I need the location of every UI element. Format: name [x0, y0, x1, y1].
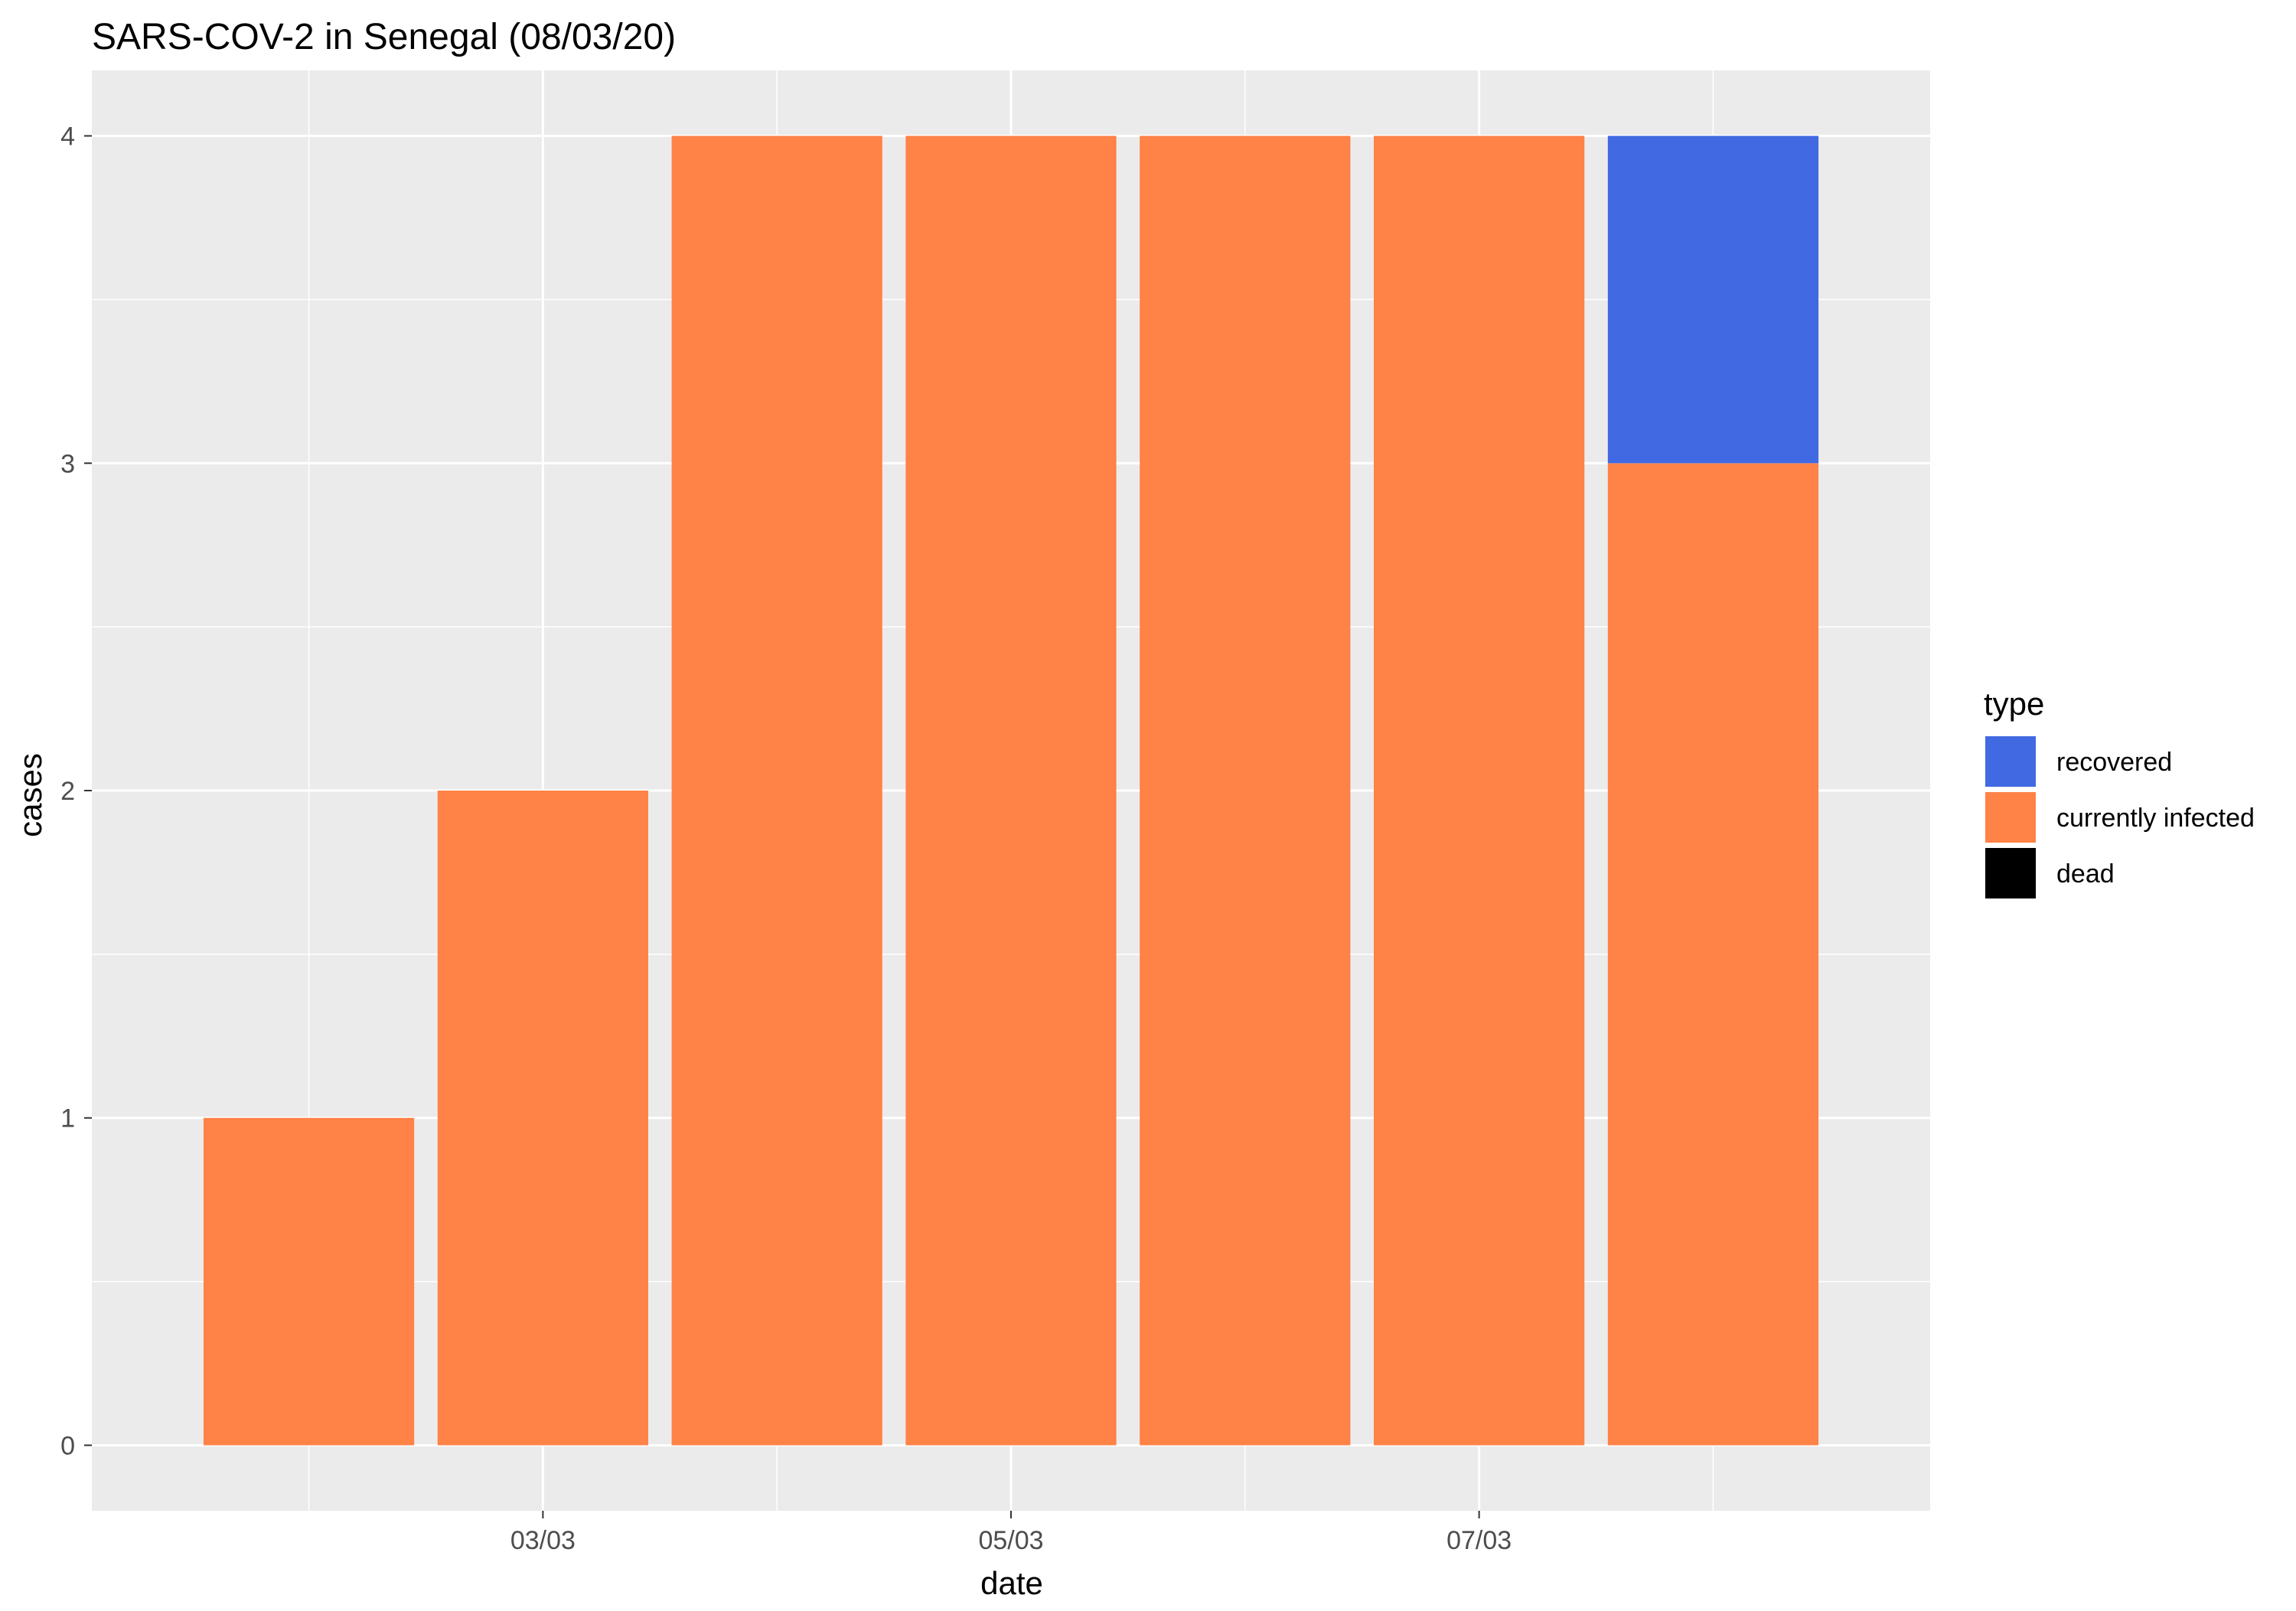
y-tick-label: 2 — [60, 777, 75, 806]
y-tick-label: 3 — [60, 449, 75, 478]
legend-label: currently infected — [2056, 804, 2255, 833]
bar-currently-infected — [1140, 135, 1351, 1446]
bar-currently-infected — [437, 791, 648, 1446]
x-axis-label: date — [980, 1565, 1043, 1601]
legend-title: type — [1984, 686, 2044, 722]
chart-title: SARS-COV-2 in Senegal (08/03/20) — [92, 17, 676, 57]
y-axis-label: cases — [12, 753, 48, 837]
legend-key-recovered — [1985, 736, 2036, 787]
x-tick-label: 05/03 — [978, 1526, 1043, 1555]
bar-currently-infected — [905, 135, 1117, 1446]
bar-currently-infected — [1374, 135, 1585, 1446]
bar-recovered — [1607, 135, 1819, 464]
legend-label: dead — [2056, 859, 2115, 889]
axes: 0 1 2 3 4 03/03 05/03 07/03 — [60, 122, 1512, 1555]
legend-label: recovered — [2056, 748, 2172, 777]
bar-currently-infected — [1607, 463, 1819, 1446]
legend: type recovered currently infected dead — [1984, 686, 2255, 898]
y-tick-label: 0 — [60, 1431, 75, 1460]
x-tick-label: 03/03 — [510, 1526, 576, 1555]
bar-currently-infected — [203, 1117, 415, 1446]
legend-key-dead — [1985, 848, 2036, 898]
x-tick-label: 07/03 — [1446, 1526, 1512, 1555]
y-tick-label: 1 — [60, 1104, 75, 1133]
y-tick-label: 4 — [60, 122, 75, 152]
legend-key-currently-infected — [1985, 792, 2036, 843]
bars — [203, 135, 1819, 1446]
bar-currently-infected — [671, 135, 882, 1446]
